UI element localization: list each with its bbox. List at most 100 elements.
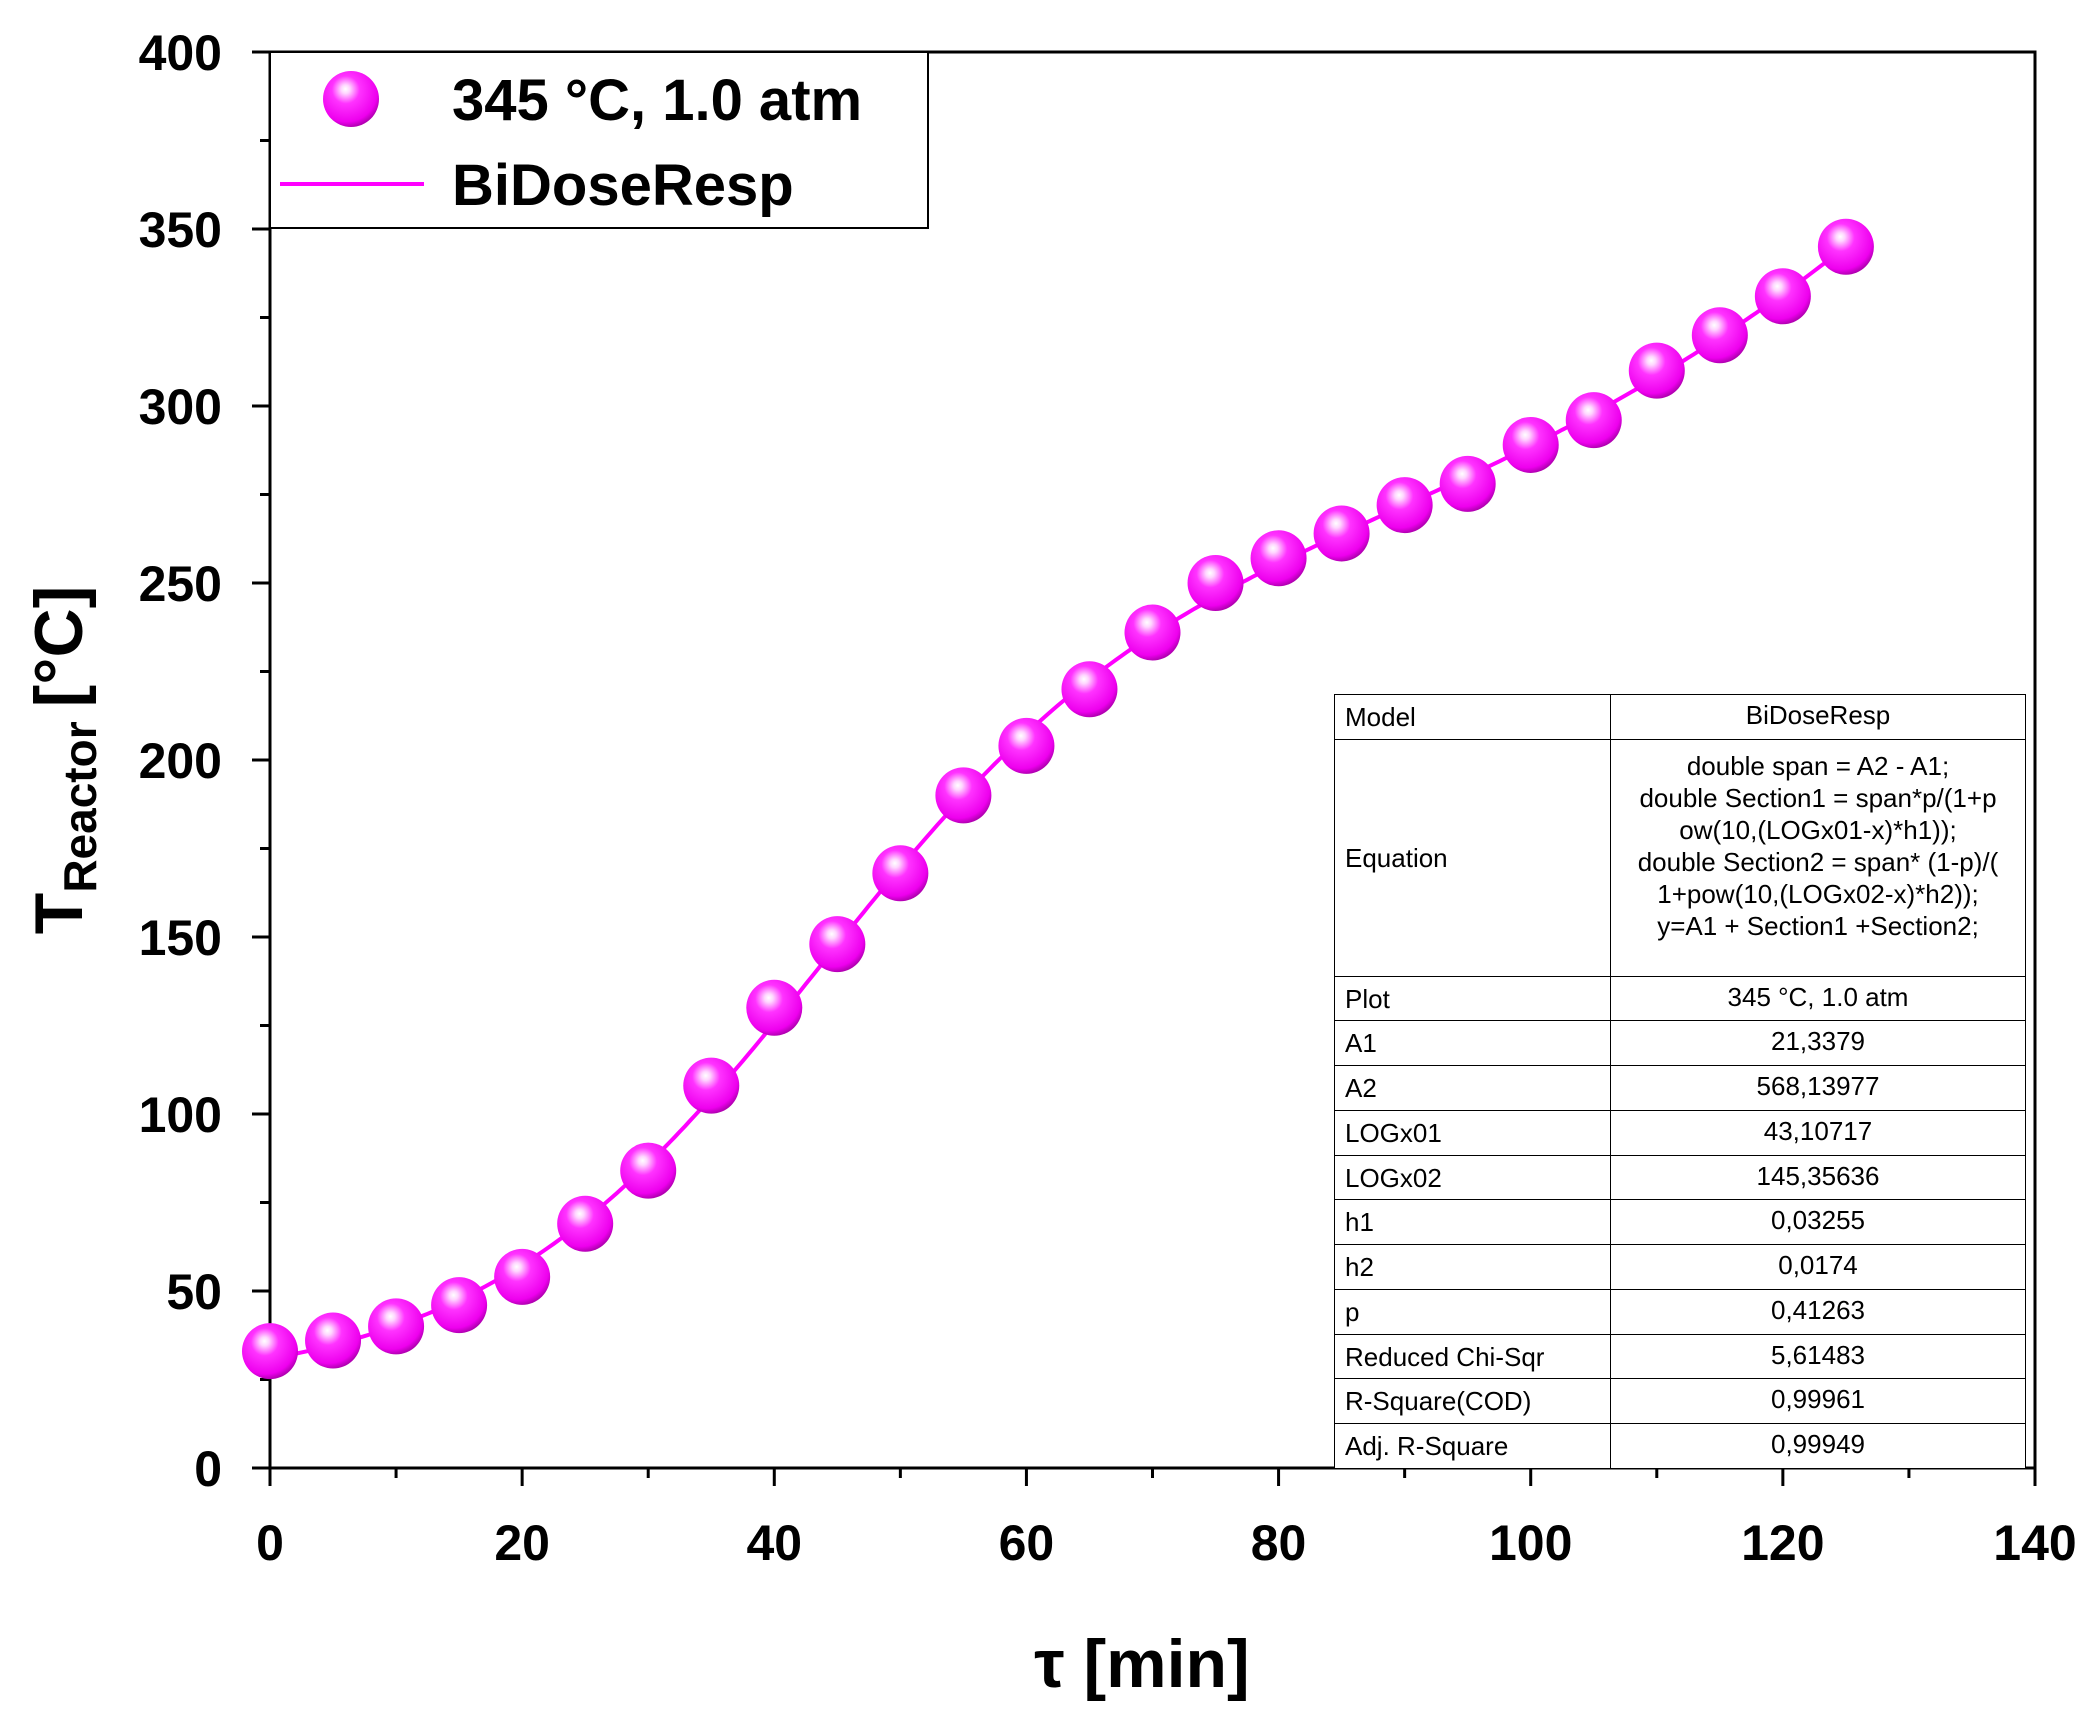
data-point [746,979,803,1036]
legend-label-markers: 345 °C, 1.0 atm [452,68,862,133]
y-tick-labels: 0 50 100 150 200 250 300 350 400 [139,25,222,1497]
x-axis-title: τ [min] [1034,1626,1249,1702]
table-cell-label: p [1334,1288,1611,1335]
table-cell-label: Model [1334,694,1611,740]
table-cell-value: 145,35636 [1610,1154,2026,1201]
equation-line: ow(10,(LOGx01-x)*h1)); [1679,814,1957,845]
table-cell-value: 0,03255 [1610,1199,2026,1246]
table-cell-label: Adj. R-Square [1334,1423,1611,1469]
data-point [305,1312,362,1369]
table-cell-label: LOGx01 [1334,1109,1611,1156]
data-point [620,1142,677,1199]
data-point [368,1298,425,1355]
table-cell-value: 21,3379 [1610,1020,2026,1067]
table-row: Reduced Chi-Sqr 5,61483 [1334,1333,2026,1380]
table-cell-label: Plot [1334,975,1611,1022]
y-axis-title-unit: [°C] [21,586,97,708]
data-point [1691,307,1748,364]
y-axis-title: TReactor [°C] [21,586,106,934]
x-tick-label: 20 [494,1515,550,1571]
table-row: p 0,41263 [1334,1288,2026,1335]
data-point [1061,661,1118,718]
table-row: A2 568,13977 [1334,1065,2026,1111]
table-row: LOGx02 145,35636 [1334,1154,2026,1201]
data-point [1817,218,1874,275]
legend-label-line: BiDoseResp [452,153,794,218]
table-cell-label: Reduced Chi-Sqr [1334,1333,1611,1380]
legend: 345 °C, 1.0 atm BiDoseResp [269,51,929,229]
data-point [1313,505,1370,562]
table-row: h1 0,03255 [1334,1199,2026,1246]
table-cell-value: 345 °C, 1.0 atm [1610,975,2026,1022]
x-tick-label: 140 [1993,1515,2076,1571]
table-cell-value: 568,13977 [1610,1065,2026,1111]
y-tick-label: 200 [139,733,222,789]
table-cell-label: Equation [1334,738,1611,977]
table-cell-label: R-Square(COD) [1334,1378,1611,1425]
equation-line: 1+pow(10,(LOGx02-x)*h2)); [1657,878,1979,909]
equation-line: double span = A2 - A1; [1686,750,1950,781]
data-point [1502,416,1559,473]
table-cell-value: 0,99961 [1610,1378,2026,1425]
data-point [557,1195,614,1252]
data-point [1124,604,1181,661]
x-tick-label: 0 [256,1515,284,1571]
table-cell-label: LOGx02 [1334,1154,1611,1201]
table-row: R-Square(COD) 0,99961 [1334,1378,2026,1425]
data-point [242,1323,298,1380]
data-point [1754,268,1811,325]
data-point [998,717,1055,774]
data-point [1376,477,1433,534]
y-tick-label: 50 [166,1264,222,1320]
y-axis-title-sub: Reactor [54,721,106,892]
table-row: LOGx01 43,10717 [1334,1109,2026,1156]
x-tick-label: 120 [1741,1515,1824,1571]
x-tick-label: 40 [746,1515,802,1571]
data-point [872,845,929,902]
table-cell-value: 0,0174 [1610,1244,2026,1290]
x-tick-label: 100 [1489,1515,1572,1571]
y-tick-label: 150 [139,910,222,966]
table-cell-label: h1 [1334,1199,1611,1246]
data-markers [242,218,1874,1380]
table-cell-value: 0,41263 [1610,1288,2026,1335]
axis-ticks [252,50,2037,1486]
data-point [809,916,866,973]
table-cell-value: BiDoseResp [1610,694,2026,740]
y-axis-title-main: T [21,893,97,935]
y-tick-label: 100 [139,1087,222,1143]
table-cell-label: A2 [1334,1065,1611,1111]
y-tick-label: 0 [194,1441,222,1497]
data-point [683,1057,740,1114]
table-row-equation: Equation double span = A2 - A1; double S… [1334,738,2026,977]
table-row: Adj. R-Square 0,99949 [1334,1423,2026,1469]
table-cell-value: 43,10717 [1610,1109,2026,1156]
y-tick-label: 250 [139,556,222,612]
x-tick-label: 80 [1251,1515,1307,1571]
table-row: h2 0,0174 [1334,1244,2026,1290]
equation-line: double Section2 = span* (1-p)/( [1637,846,1999,877]
data-point [1187,555,1244,611]
y-tick-label: 400 [139,25,222,81]
fit-results-table: Model BiDoseResp Equation double span = … [1334,694,2026,1469]
data-point [1439,455,1496,512]
table-cell-label: A1 [1334,1020,1611,1067]
data-point [1565,392,1622,449]
data-point [1250,530,1307,587]
data-point [494,1248,551,1305]
y-tick-label: 350 [139,202,222,258]
x-tick-label: 60 [999,1515,1055,1571]
equation-line: double Section1 = span*p/(1+p [1639,782,1997,813]
table-row: A1 21,3379 [1334,1020,2026,1067]
equation-line: y=A1 + Section1 +Section2; [1657,910,1979,941]
table-row-model: Model BiDoseResp [1334,694,2026,740]
data-point [1628,342,1685,399]
x-tick-labels: 0 20 40 60 80 100 120 140 [256,1515,2077,1571]
data-point [935,767,992,824]
table-cell-value: 0,99949 [1610,1423,2026,1469]
legend-marker-icon [323,71,379,127]
table-cell-value: 5,61483 [1610,1333,2026,1380]
table-cell-equation: double span = A2 - A1; double Section1 =… [1610,738,2026,977]
table-row: Plot 345 °C, 1.0 atm [1334,975,2026,1022]
